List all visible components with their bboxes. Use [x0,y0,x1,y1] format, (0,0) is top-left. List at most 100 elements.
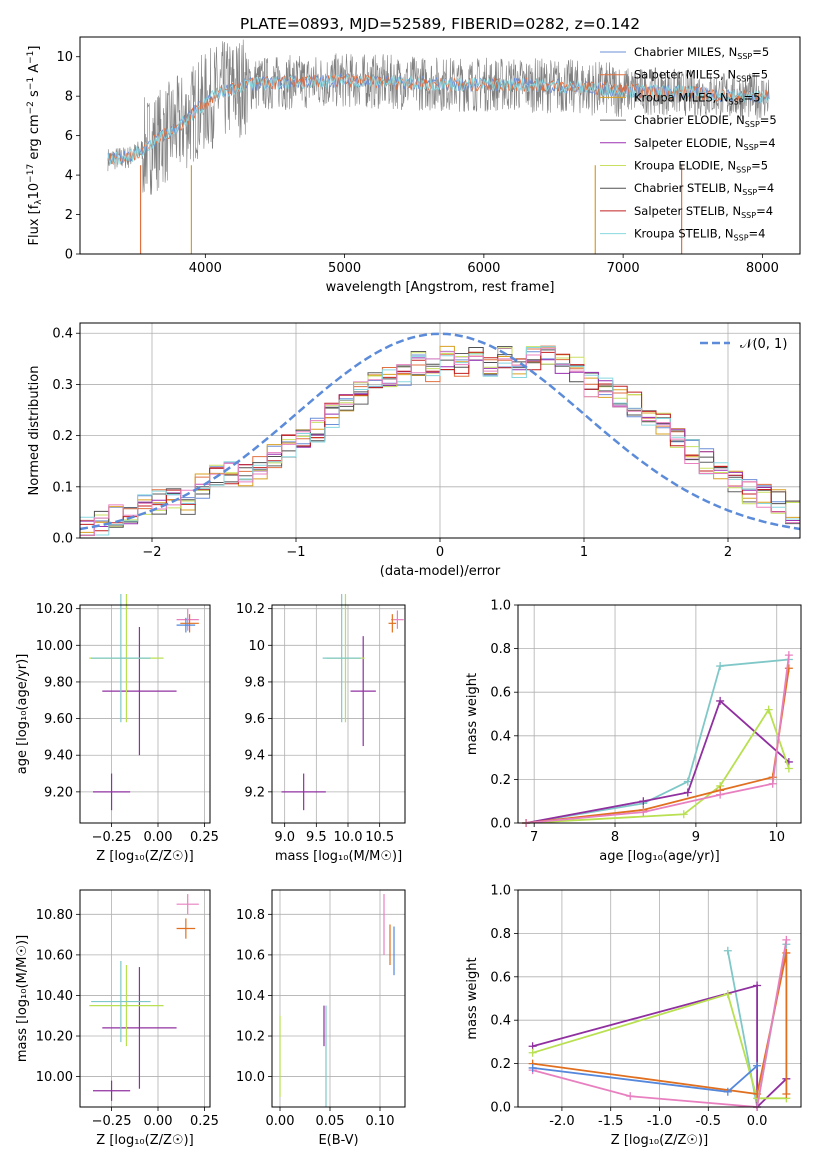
error-bar-point [350,636,376,747]
plot-frame [79,322,801,539]
legend-label: Salpeter MILES, NSSP=5 [634,68,768,84]
mass-weight-marker [528,1048,537,1057]
x-tick-label: 5000 [328,261,361,276]
x-tick-label: -1.0 [647,1114,672,1129]
model-spectrum-line [107,74,769,166]
y-tick-label: 9.40 [44,749,73,764]
legend-label: 𝒩(0, 1) [740,337,787,352]
legend-label: Chabrier MILES, NSSP=5 [634,45,769,61]
legend-label: Chabrier ELODIE, NSSP=5 [634,113,777,129]
error-bar-point [91,594,151,723]
x-tick-label: 0.05 [316,1114,345,1129]
mass-vs-metallicity-panel: −0.25 0.00 0.25 10.00 10.20 10.40 10.60 10.80 Z … [15,889,219,1148]
y-axis-label: mass weight [465,673,480,755]
error-bar-point [91,960,151,1043]
age-vs-metallicity-panel: −0.25 0.00 0.25 9.20 9.40 9.60 9.80 10.00 10.20 Z… [15,594,219,864]
x-tick-label: 0.0 [747,1114,768,1129]
x-tick-label: 0.00 [144,1114,173,1129]
y-tick-label: 0.2 [52,429,73,444]
y-tick-label: 1.0 [490,599,511,614]
y-tick-label: 10.6 [236,948,265,963]
x-tick-label: -0.5 [696,1114,721,1129]
y-tick-label: 0.3 [52,378,73,393]
error-bar-point [102,626,177,756]
mass-weight-marker [784,664,793,673]
y-tick-label: 0.6 [490,970,511,985]
y-tick-label: 10.40 [36,989,73,1004]
x-tick-label: 9.0 [274,830,295,845]
legend-entry: Kroupa STELIB, NSSP=4 [600,227,765,243]
x-tick-label: 8000 [746,261,779,276]
y-tick-label: 10.00 [36,639,73,654]
x-tick-label: 0.00 [266,1114,295,1129]
age-vs-mass-panel: 9.0 9.5 10.0 10.5 9.2 9.4 9.6 9.8 10 10.2 mass [lo… [236,594,406,864]
mass-weight-marker [753,981,762,990]
mass-weight-marker [679,810,688,819]
error-bar-point [391,610,404,629]
mass-weight-marker [723,1087,732,1096]
y-tick-label: 9.80 [44,675,73,690]
legend-entry: Kroupa MILES, NSSP=5 [600,90,760,106]
y-tick-label: 0.0 [52,532,73,547]
y-tick-label: 10.2 [236,1030,265,1045]
x-axis-label: (data-model)/error [380,564,501,579]
y-tick-label: 0.0 [490,1101,511,1116]
legend-label: Salpeter STELIB, NSSP=4 [634,204,773,220]
x-tick-label: 6000 [467,261,500,276]
mass-weight-marker [723,946,732,955]
mass-weight-marker [768,779,777,788]
x-axis-label: Z [log₁₀(Z/Z☉)] [96,849,193,864]
x-tick-label: 10.5 [365,830,394,845]
y-axis-label: mass [log₁₀(M/M☉)] [15,935,30,1062]
mass-weight-marker [764,705,773,714]
y-tick-label: 8 [65,90,73,105]
legend-entry: Chabrier STELIB, NSSP=4 [600,181,774,197]
error-bar-point [176,894,199,915]
y-tick-label: 9.8 [244,675,265,690]
x-axis-label: E(B-V) [318,1133,358,1148]
y-tick-label: 0.4 [52,327,73,342]
spectrum-panel: 4000 5000 6000 7000 8000 0 2 4 6 8 10 wavelength [A… [26,36,801,295]
mass-weight-marker [639,797,648,806]
x-tick-label: 9 [692,830,700,845]
plot-frame [271,604,406,824]
y-tick-label: 9.60 [44,712,73,727]
y-tick-label: 0.4 [490,1014,511,1029]
y-tick-label: 0.8 [490,642,511,657]
mass-weight-marker [753,1061,762,1070]
figure-title: PLATE=0893, MJD=52589, FIBERID=0282, z=0… [240,15,640,33]
y-tick-label: 0.2 [490,1057,511,1072]
legend-label: Salpeter ELODIE, NSSP=4 [634,136,776,152]
x-tick-label: -1.5 [598,1114,623,1129]
mass-weight-marker [782,935,791,944]
mass-weight-vs-metallicity-panel: -2.0 -1.5 -1.0 -0.5 0.0 0.0 0.2 0.4 0.6 0.8 1.0 Z [… [465,884,802,1148]
x-tick-label: −2 [142,545,161,560]
y-tick-label: 10.00 [36,1070,73,1085]
x-tick-label: 10 [768,830,785,845]
y-tick-label: 9.4 [244,749,265,764]
x-axis-label: mass [log₁₀(M/M☉)] [275,849,402,864]
y-tick-label: 10.20 [36,602,73,617]
y-tick-label: 9.20 [44,785,73,800]
y-tick-label: 0.1 [52,480,73,495]
x-tick-label: 0.10 [366,1114,395,1129]
x-tick-label: 0.25 [190,1114,219,1129]
gaussian-curve [79,332,801,531]
y-tick-label: 9.2 [244,785,265,800]
plot-frame [271,889,406,1108]
x-tick-label: -2.0 [549,1114,574,1129]
y-tick-label: 0.4 [490,729,511,744]
error-bar-point [281,773,326,811]
x-tick-label: 0 [436,545,444,560]
legend-entry: Salpeter MILES, NSSP=5 [600,68,768,84]
plot-frame [79,604,211,824]
x-tick-label: 0.25 [190,830,219,845]
mass-weight-marker [723,990,732,999]
y-axis-label: mass weight [465,957,480,1039]
error-bar-point [176,608,199,631]
error-bar-point [102,967,177,1089]
y-tick-label: 10.2 [236,602,265,617]
x-tick-label: 1 [580,545,588,560]
plot-frame [79,36,801,255]
x-axis-label: age [log₁₀(age/yr)] [599,849,720,864]
